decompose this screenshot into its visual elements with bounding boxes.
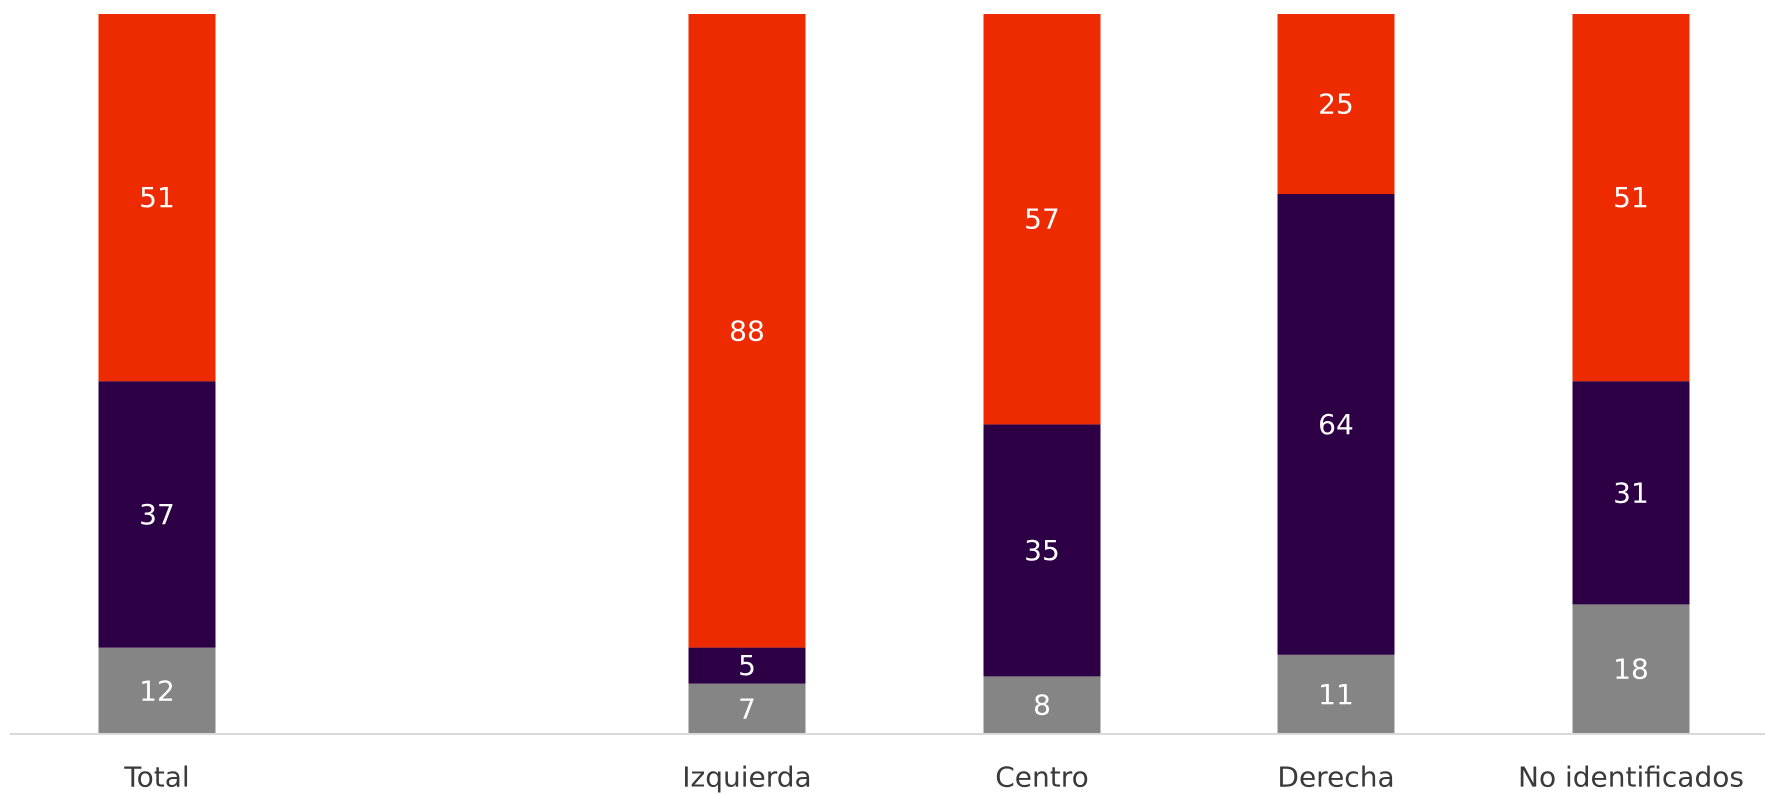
category-label-derecha: Derecha	[1277, 761, 1394, 794]
bar-centro-segment-3	[983, 14, 1101, 425]
data-label-centro-segment-2: 35	[1024, 534, 1060, 567]
bar-segments	[98, 14, 1690, 734]
bar-no-identificados-segment-1	[1572, 604, 1690, 734]
category-label-no-identificados: No identificados	[1518, 761, 1744, 794]
bar-centro-segment-2	[983, 424, 1101, 677]
category-label-centro: Centro	[995, 761, 1089, 794]
bar-centro-segment-1	[983, 676, 1101, 734]
data-label-centro-segment-1: 8	[1033, 689, 1051, 722]
bar-no-identificados-segment-2	[1572, 381, 1690, 605]
data-label-no-identificados-segment-1: 18	[1613, 653, 1649, 686]
data-label-izquierda-segment-2: 5	[738, 649, 756, 682]
category-labels: Total Izquierda Centro Derecha No identifica…	[123, 761, 1744, 794]
data-label-total-segment-1: 12	[139, 674, 175, 707]
category-label-total: Total	[123, 761, 189, 794]
bar-no-identificados-segment-3	[1572, 14, 1690, 382]
data-label-derecha-segment-3: 25	[1318, 88, 1354, 121]
bar-total-segment-1	[98, 647, 216, 734]
data-label-total-segment-3: 51	[139, 181, 175, 214]
bar-total-segment-2	[98, 381, 216, 648]
bar-derecha-segment-1	[1277, 654, 1395, 734]
bar-total-segment-3	[98, 14, 216, 382]
data-label-no-identificados-segment-3: 51	[1613, 181, 1649, 214]
data-label-izquierda-segment-3: 88	[729, 314, 765, 347]
bar-izquierda-segment-1	[688, 683, 806, 734]
data-label-no-identificados-segment-2: 31	[1613, 476, 1649, 509]
bar-izquierda-segment-2	[688, 647, 806, 684]
category-label-izquierda: Izquierda	[682, 761, 811, 794]
bar-izquierda-segment-3	[688, 14, 806, 648]
data-label-derecha-segment-1: 11	[1318, 678, 1354, 711]
bar-derecha-segment-3	[1277, 14, 1395, 194]
data-label-izquierda-segment-1: 7	[738, 692, 756, 725]
data-label-centro-segment-3: 57	[1024, 203, 1060, 236]
data-label-total-segment-2: 37	[139, 498, 175, 531]
bar-derecha-segment-2	[1277, 194, 1395, 655]
data-label-derecha-segment-2: 64	[1318, 408, 1354, 441]
